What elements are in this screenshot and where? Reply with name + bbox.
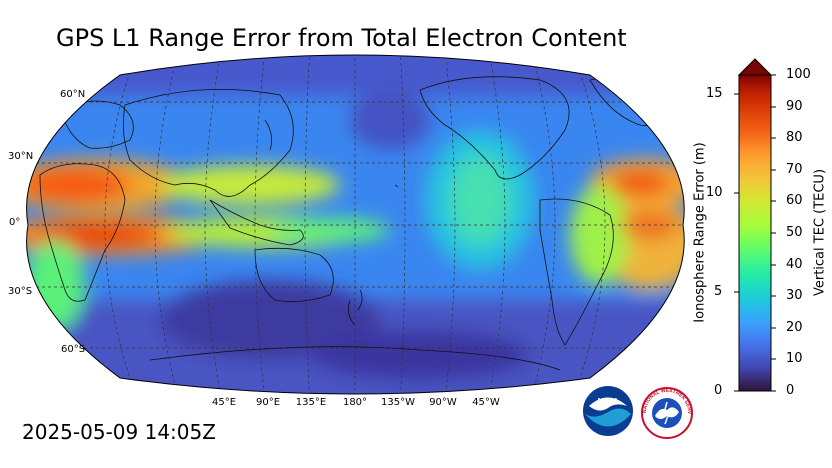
lon-label-90e: 90°E — [255, 397, 281, 408]
colorbar-extend-arrow — [737, 58, 773, 76]
timestamp: 2025-05-09 14:05Z — [22, 420, 216, 444]
colorbar-left-tick: 0 — [714, 383, 723, 398]
colorbar-right-axis-title: Vertical TEC (TECU) — [812, 168, 828, 297]
nws-logo: NATIONAL WEATHER SERVICE — [640, 386, 693, 439]
tec-field — [26, 55, 685, 394]
noaa-logo: NOAA — [583, 386, 633, 436]
colorbar-right-tick: 50 — [786, 225, 803, 240]
lat-label-60s: 60°S — [61, 344, 86, 355]
lon-label-180: 180° — [342, 397, 368, 408]
lon-label-135w: 135°W — [381, 397, 415, 408]
colorbar-left-tick: 5 — [714, 284, 723, 299]
lat-label-60n: 60°N — [60, 89, 86, 100]
colorbar-right-tick: 90 — [786, 99, 803, 114]
colorbar-right-tick: 40 — [786, 257, 803, 272]
noaa-logo-text: NOAA — [598, 398, 619, 405]
lat-label-30n: 30°N — [8, 151, 34, 162]
colorbar-right-tick: 60 — [786, 193, 803, 208]
lon-label-45w: 45°W — [472, 397, 500, 408]
colorbar-right-tick: 30 — [786, 288, 803, 303]
colorbar-right-tick: 70 — [786, 162, 803, 177]
colorbar-left-axis-title: Ionosphere Range Error (m) — [692, 142, 708, 323]
lon-label-45e: 45°E — [211, 397, 237, 408]
colorbar-right-tick: 0 — [786, 383, 795, 398]
globe-outline — [26, 54, 685, 395]
colorbar-right-tick: 10 — [786, 351, 803, 366]
lon-label-135e: 135°E — [295, 397, 327, 408]
graticule — [26, 55, 685, 394]
lat-label-30s: 30°S — [8, 286, 33, 297]
coastlines — [39, 76, 671, 371]
colorbar-right-tick: 80 — [786, 130, 803, 145]
colorbar-right-tick: 20 — [786, 320, 803, 335]
map-title: GPS L1 Range Error from Total Electron C… — [56, 24, 627, 52]
colorbar-left-tick: 10 — [706, 185, 723, 200]
colorbar-left-tick: 15 — [706, 86, 723, 101]
colorbar-right-tick: 100 — [786, 67, 811, 82]
lon-label-90w: 90°W — [429, 397, 457, 408]
lat-label-eq: 0° — [9, 217, 21, 228]
